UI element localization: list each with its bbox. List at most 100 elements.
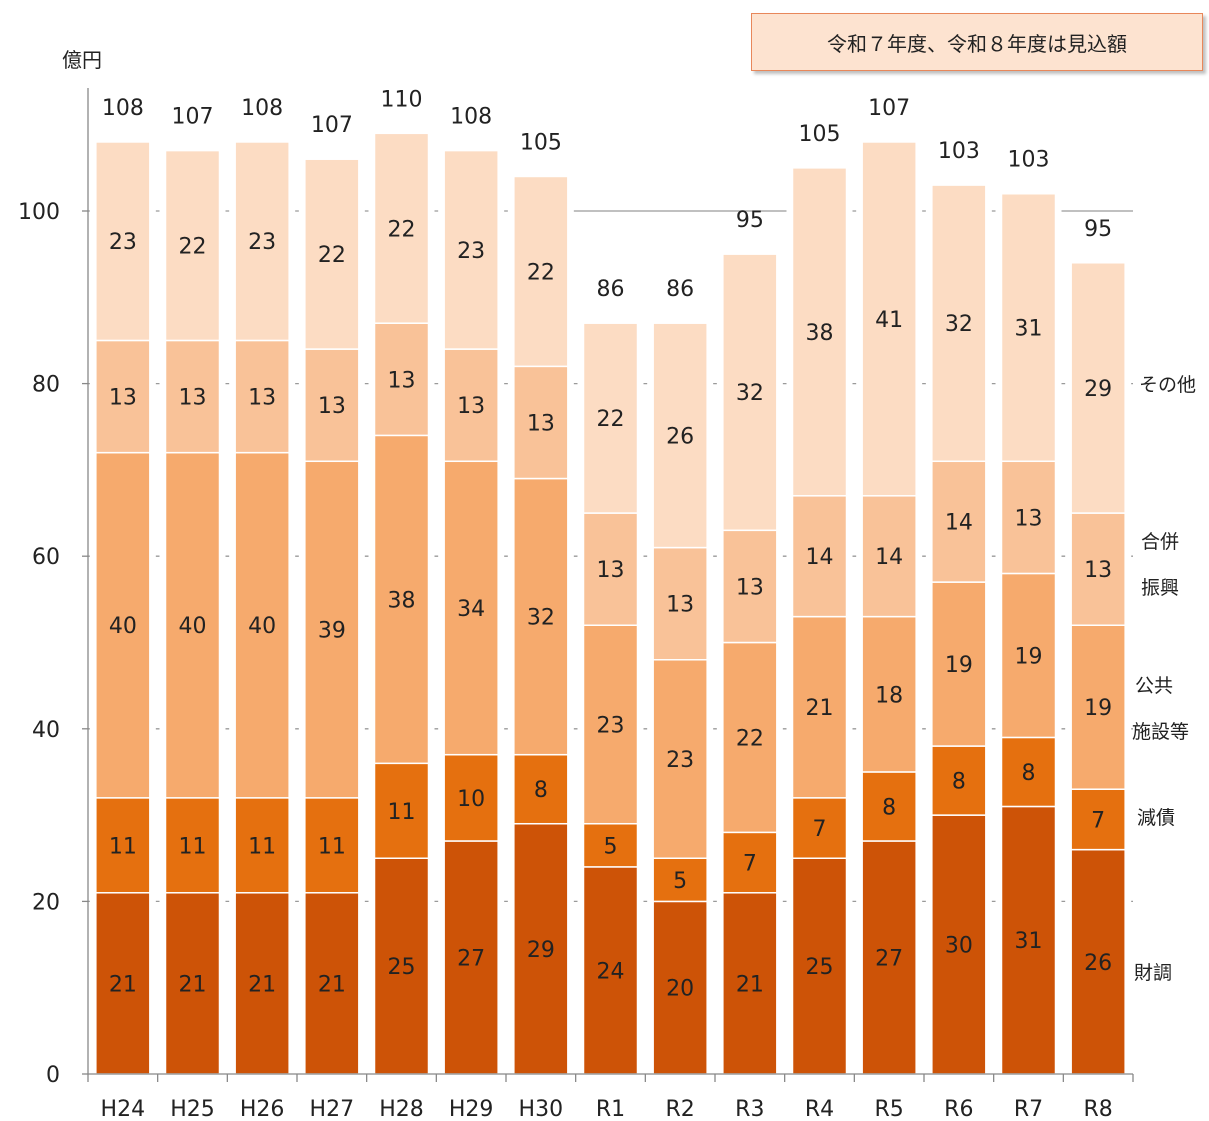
bar-segment-H29-2 bbox=[443, 460, 499, 756]
data-label-H30-2: 32 bbox=[527, 606, 555, 631]
data-label-H28-2: 38 bbox=[388, 588, 416, 613]
data-label-R1-0: 24 bbox=[597, 959, 625, 984]
bar-segment-R7-3 bbox=[1000, 460, 1057, 575]
bar-segment-H27-4 bbox=[304, 158, 360, 350]
bar-segment-H26-4 bbox=[234, 141, 290, 342]
bar-segment-R1-1 bbox=[582, 822, 639, 868]
data-label-H30-4: 22 bbox=[527, 260, 555, 285]
bar-segment-R4-4 bbox=[791, 167, 848, 497]
total-label-H26: 108 bbox=[241, 96, 283, 121]
bar-segment-R7-2 bbox=[1000, 572, 1057, 739]
data-label-R2-3: 13 bbox=[666, 593, 694, 618]
total-label-R1: 86 bbox=[597, 277, 625, 302]
y-tick-label-80: 80 bbox=[32, 373, 60, 398]
data-label-R7-1: 8 bbox=[1022, 761, 1036, 786]
bar-segment-R2-2 bbox=[652, 659, 708, 860]
total-label-R7: 103 bbox=[1008, 148, 1050, 173]
series-label-gappei-2: 振興 bbox=[1141, 577, 1180, 599]
series-label-gappei-1: 合併 bbox=[1141, 531, 1180, 553]
data-label-R6-3: 14 bbox=[945, 511, 973, 536]
data-label-H29-1: 10 bbox=[457, 787, 485, 812]
data-label-H30-0: 29 bbox=[527, 938, 555, 963]
data-label-H25-4: 22 bbox=[179, 235, 207, 260]
data-label-R5-1: 8 bbox=[882, 795, 896, 820]
data-label-H28-4: 22 bbox=[388, 217, 416, 242]
total-label-H29: 108 bbox=[450, 105, 492, 130]
data-label-R2-1: 5 bbox=[673, 869, 687, 894]
data-label-H28-0: 25 bbox=[388, 955, 416, 980]
series-label-gensai: 減債 bbox=[1137, 807, 1176, 829]
data-label-R5-0: 27 bbox=[875, 946, 903, 971]
bar-segment-H29-4 bbox=[443, 149, 499, 350]
data-label-H30-1: 8 bbox=[534, 778, 548, 803]
data-label-H24-4: 23 bbox=[109, 230, 137, 255]
data-label-H27-2: 39 bbox=[318, 619, 346, 644]
x-tick-label-H24: H24 bbox=[101, 1097, 146, 1121]
bar-segment-H27-3 bbox=[304, 348, 360, 463]
data-label-R1-4: 22 bbox=[597, 407, 625, 432]
data-label-H29-4: 23 bbox=[457, 239, 485, 264]
data-label-H25-3: 13 bbox=[179, 386, 207, 411]
bar-segment-R2-3 bbox=[652, 546, 708, 661]
data-label-H26-4: 23 bbox=[248, 230, 276, 255]
bar-segment-R8-3 bbox=[1070, 512, 1126, 626]
x-tick-label-R2: R2 bbox=[666, 1097, 695, 1121]
x-tick-label-H29: H29 bbox=[449, 1097, 494, 1121]
data-label-R7-3: 13 bbox=[1015, 506, 1043, 531]
bar-segment-R8-4 bbox=[1070, 262, 1126, 514]
data-label-R2-0: 20 bbox=[666, 977, 694, 1002]
series-label-koukyou-2: 施設等 bbox=[1132, 721, 1190, 743]
bar-segment-H29-3 bbox=[443, 348, 499, 463]
data-label-R1-3: 13 bbox=[597, 558, 625, 583]
data-label-R7-2: 19 bbox=[1015, 644, 1043, 669]
bar-segment-R7-0 bbox=[1000, 805, 1057, 1075]
y-tick-label-40: 40 bbox=[32, 718, 60, 743]
series-label-koukyou-1: 公共 bbox=[1135, 675, 1174, 697]
total-label-H25: 107 bbox=[172, 105, 214, 130]
data-label-H29-0: 27 bbox=[457, 946, 485, 971]
bar-segment-R4-1 bbox=[791, 797, 848, 860]
bar-segment-H27-2 bbox=[304, 460, 360, 799]
bar-segment-R7-1 bbox=[1000, 736, 1057, 808]
data-label-R4-4: 38 bbox=[806, 321, 834, 346]
data-label-H27-0: 21 bbox=[318, 972, 346, 997]
data-label-R8-3: 13 bbox=[1084, 558, 1112, 583]
data-label-H28-1: 11 bbox=[388, 800, 416, 825]
bar-segment-H26-3 bbox=[234, 339, 290, 454]
data-label-H24-2: 40 bbox=[109, 614, 137, 639]
x-tick-label-H30: H30 bbox=[519, 1097, 564, 1121]
data-label-R4-1: 7 bbox=[813, 817, 827, 842]
bar-segment-R2-4 bbox=[652, 322, 708, 549]
data-label-R6-0: 30 bbox=[945, 934, 973, 959]
data-label-H24-1: 11 bbox=[109, 834, 137, 859]
data-label-R4-2: 21 bbox=[806, 696, 834, 721]
series-label-zaicho: 財調 bbox=[1134, 962, 1173, 984]
total-label-H24: 108 bbox=[102, 96, 144, 121]
data-label-H26-1: 11 bbox=[248, 834, 276, 859]
bar-segment-H29-0 bbox=[443, 840, 499, 1075]
data-label-R2-2: 23 bbox=[666, 748, 694, 773]
bar-segment-H25-4 bbox=[164, 149, 221, 342]
total-label-R5: 107 bbox=[868, 96, 910, 121]
data-label-R7-0: 31 bbox=[1015, 929, 1043, 954]
bar-segment-H24-1 bbox=[95, 797, 151, 894]
data-label-H25-0: 21 bbox=[179, 972, 207, 997]
bar-segment-R8-1 bbox=[1070, 788, 1126, 851]
data-label-H27-4: 22 bbox=[318, 243, 346, 268]
y-tick-label-60: 60 bbox=[32, 545, 60, 570]
total-label-H27: 107 bbox=[311, 113, 353, 138]
bar-segment-R4-3 bbox=[791, 495, 848, 618]
x-tick-label-H28: H28 bbox=[379, 1097, 424, 1121]
data-label-R4-0: 25 bbox=[806, 955, 834, 980]
x-tick-label-H27: H27 bbox=[310, 1097, 355, 1121]
data-label-R1-1: 5 bbox=[604, 834, 618, 859]
total-label-R6: 103 bbox=[938, 139, 980, 164]
data-label-H26-0: 21 bbox=[248, 972, 276, 997]
data-label-H25-2: 40 bbox=[179, 614, 207, 639]
total-label-H28: 110 bbox=[381, 87, 423, 112]
bar-segment-H28-1 bbox=[373, 762, 430, 860]
bar-segment-R3-4 bbox=[722, 253, 778, 532]
bar-segment-H29-1 bbox=[443, 753, 499, 842]
data-label-R3-3: 13 bbox=[736, 575, 764, 600]
x-tick-label-R1: R1 bbox=[596, 1097, 625, 1121]
